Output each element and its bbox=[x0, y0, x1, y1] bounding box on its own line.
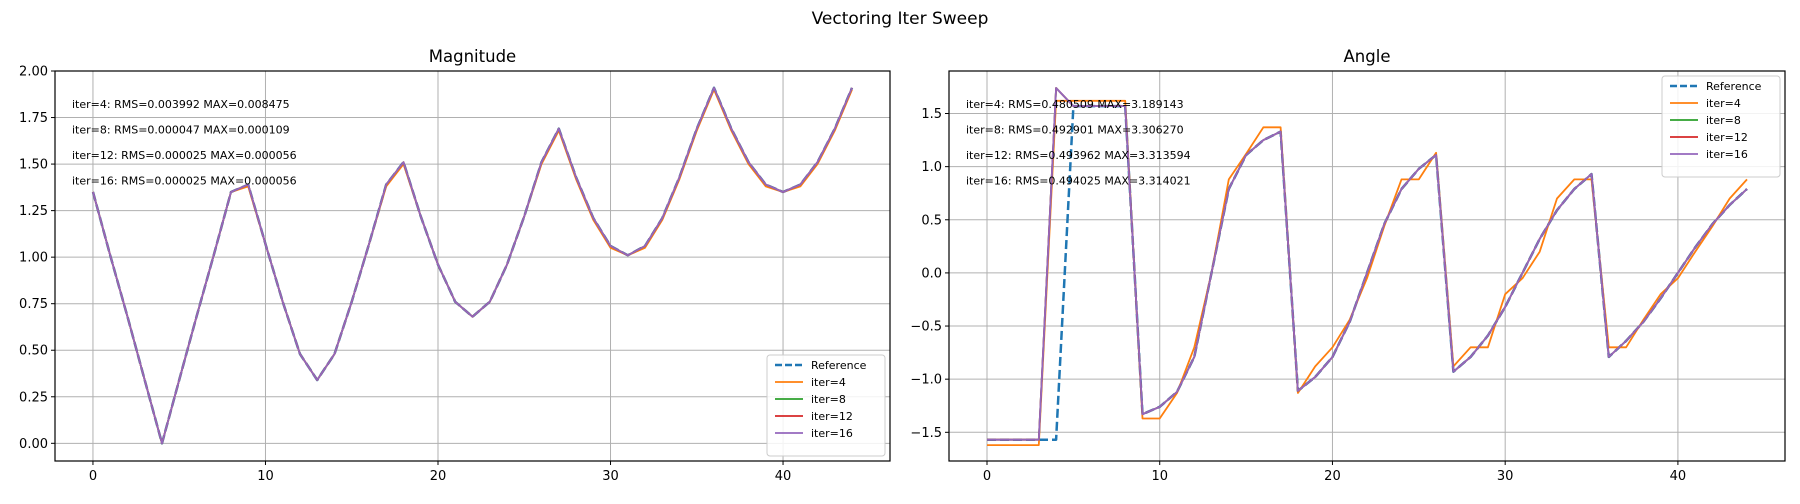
x-tick-label: 0 bbox=[983, 469, 991, 484]
y-tick-label: 1.75 bbox=[19, 111, 48, 126]
x-tick-label: 30 bbox=[602, 469, 619, 484]
x-tick-label: 10 bbox=[257, 469, 274, 484]
rms-annotation: iter=8: RMS=0.000047 MAX=0.000109 bbox=[72, 124, 290, 137]
y-tick-label: −0.5 bbox=[910, 320, 942, 335]
rms-annotation: iter=12: RMS=0.000025 MAX=0.000056 bbox=[72, 149, 297, 162]
series-group bbox=[987, 87, 1748, 447]
y-tick-label: 0.5 bbox=[921, 213, 942, 228]
rms-annotation: iter=16: RMS=0.000025 MAX=0.000056 bbox=[72, 175, 297, 188]
legend: Reference iter=4 iter=8 iter=12 iter=16 bbox=[766, 354, 886, 457]
x-tick-label: 40 bbox=[1670, 469, 1687, 484]
x-tick-label: 0 bbox=[89, 469, 97, 484]
y-tick-label: 0.75 bbox=[19, 297, 48, 312]
y-tick-label: 1.50 bbox=[19, 158, 48, 173]
legend-label: iter=8 bbox=[1706, 114, 1741, 127]
x-tick-label: 10 bbox=[1151, 469, 1168, 484]
rms-annotation: iter=4: RMS=0.480509 MAX=3.189143 bbox=[966, 98, 1184, 111]
y-tick-label: 0.25 bbox=[19, 390, 48, 405]
legend: Reference iter=4 iter=8 iter=12 iter=16 bbox=[1661, 75, 1781, 178]
subplot-angle: Angle 0 10 20 30 40 −1.5 −1.0 −0.5 0.0 0.5 1.0 1.5 it… bbox=[910, 47, 1786, 484]
legend-label: Reference bbox=[811, 359, 867, 372]
legend-label: Reference bbox=[1706, 80, 1762, 93]
series-line-iter-16 bbox=[92, 86, 853, 445]
series-line-iter-12 bbox=[987, 87, 1748, 441]
legend-label: iter=12 bbox=[811, 410, 853, 423]
legend-frame bbox=[766, 354, 886, 457]
y-tick-label: 0.00 bbox=[19, 437, 48, 452]
rms-annotation: iter=4: RMS=0.003992 MAX=0.008475 bbox=[72, 98, 290, 111]
legend-label: iter=8 bbox=[811, 393, 846, 406]
series-line-iter-8 bbox=[987, 87, 1748, 441]
figure-title: Vectoring Iter Sweep bbox=[812, 9, 989, 29]
rms-annotation: iter=12: RMS=0.493962 MAX=3.313594 bbox=[966, 149, 1191, 162]
subplot-magnitude: Magnitude 0 10 20 30 40 0.00 0.25 0.50 0.75 1.00 1.… bbox=[19, 47, 891, 484]
legend-label: iter=4 bbox=[811, 376, 846, 389]
subplot-title: Magnitude bbox=[429, 47, 516, 66]
series-line-iter-16 bbox=[987, 87, 1748, 441]
legend-label: iter=16 bbox=[1706, 148, 1748, 161]
y-tick-label: 2.00 bbox=[19, 65, 48, 80]
rms-annotation: iter=16: RMS=0.494025 MAX=3.314021 bbox=[966, 175, 1191, 188]
y-tick-label: 1.5 bbox=[921, 107, 942, 122]
y-tick-label: 1.0 bbox=[921, 160, 942, 175]
legend-label: iter=16 bbox=[811, 427, 853, 440]
axes-frame bbox=[948, 70, 1786, 462]
rms-annotation: iter=8: RMS=0.492901 MAX=3.306270 bbox=[966, 124, 1184, 137]
x-tick-label: 40 bbox=[775, 469, 792, 484]
y-tick-label: −1.5 bbox=[910, 426, 942, 441]
legend-frame bbox=[1661, 75, 1781, 178]
x-tick-label: 20 bbox=[1324, 469, 1341, 484]
subplot-title: Angle bbox=[1344, 47, 1391, 66]
y-tick-label: −1.0 bbox=[910, 373, 942, 388]
y-tick-label: 0.50 bbox=[19, 344, 48, 359]
legend-label: iter=12 bbox=[1706, 131, 1748, 144]
x-tick-label: 30 bbox=[1497, 469, 1514, 484]
y-tick-label: 1.25 bbox=[19, 204, 48, 219]
y-tick-label: 1.00 bbox=[19, 251, 48, 266]
series-group bbox=[91, 86, 854, 445]
y-tick-label: 0.0 bbox=[921, 266, 942, 281]
legend-label: iter=4 bbox=[1706, 97, 1741, 110]
x-tick-label: 20 bbox=[430, 469, 447, 484]
axes-frame bbox=[54, 70, 891, 462]
